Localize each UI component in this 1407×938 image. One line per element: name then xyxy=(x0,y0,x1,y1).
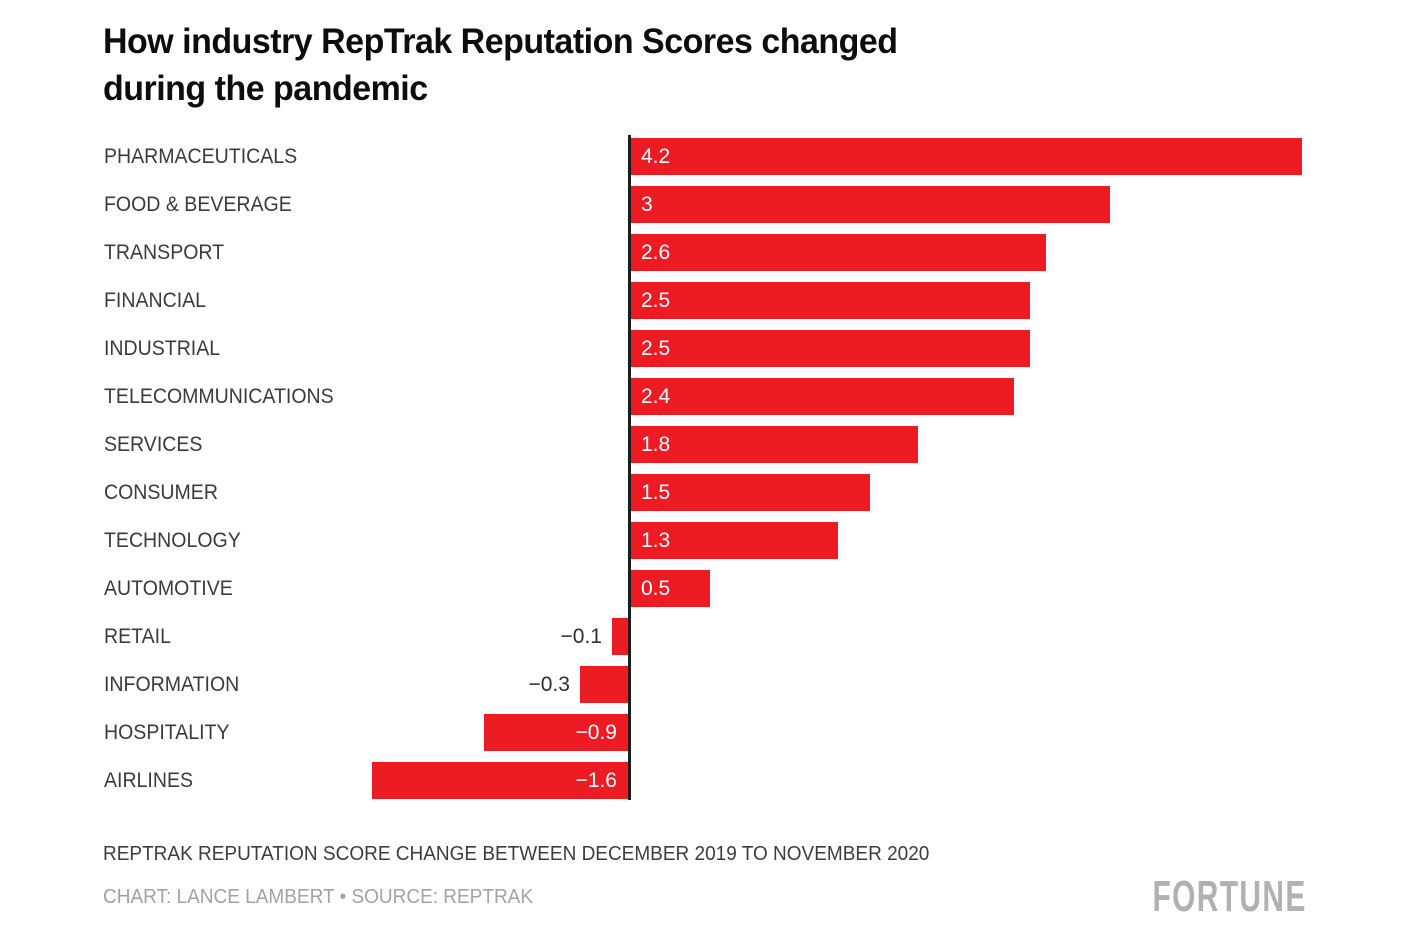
chart-title-line-1: How industry RepTrak Reputation Scores c… xyxy=(103,22,898,61)
category-label: CONSUMER xyxy=(104,481,218,504)
bar-value-label: 1.8 xyxy=(641,433,671,456)
bar xyxy=(484,714,628,751)
chart-title-line-2: during the pandemic xyxy=(103,69,428,108)
chart-note: REPTRAK REPUTATION SCORE CHANGE BETWEEN … xyxy=(103,843,930,865)
category-label: TECHNOLOGY xyxy=(104,529,241,552)
bar-value-label: 2.5 xyxy=(641,337,671,360)
bar-value-label: 2.5 xyxy=(641,289,671,312)
category-label: TRANSPORT xyxy=(104,241,225,264)
bar xyxy=(612,618,628,655)
bar xyxy=(630,282,1030,319)
category-label: AIRLINES xyxy=(104,769,194,792)
bar-value-label: 0.5 xyxy=(641,577,671,600)
bar xyxy=(372,762,628,799)
bar-value-label: 1.3 xyxy=(641,529,671,552)
chart-credit: CHART: LANCE LAMBERT • SOURCE: REPTRAK xyxy=(103,886,534,908)
category-label: INDUSTRIAL xyxy=(104,337,221,360)
bar-value-label: 3 xyxy=(641,193,653,216)
bar xyxy=(630,474,870,511)
bar xyxy=(630,138,1302,175)
bar-value-label: 1.5 xyxy=(641,481,671,504)
axis-baseline xyxy=(628,135,631,800)
bar-value-label: −0.3 xyxy=(528,673,570,696)
bar xyxy=(580,666,628,703)
category-label: PHARMACEUTICALS xyxy=(104,145,298,168)
category-label: AUTOMOTIVE xyxy=(104,577,233,600)
bar-value-label: 2.6 xyxy=(641,241,671,264)
category-label: RETAIL xyxy=(104,625,171,648)
bar xyxy=(630,234,1046,271)
bar xyxy=(630,522,838,559)
category-label: SERVICES xyxy=(104,433,203,456)
category-label: INFORMATION xyxy=(104,673,240,696)
bar-value-label: 4.2 xyxy=(641,145,671,168)
category-label: FINANCIAL xyxy=(104,289,207,312)
bar-value-label: −0.1 xyxy=(560,625,602,648)
bar xyxy=(630,186,1110,223)
fortune-logo: FORTUNE xyxy=(1152,872,1307,921)
bar xyxy=(630,426,918,463)
bar-value-label: −1.6 xyxy=(575,769,617,792)
bar xyxy=(630,330,1030,367)
category-label: HOSPITALITY xyxy=(104,721,230,744)
chart-title: How industry RepTrak Reputation Scores c… xyxy=(103,18,1253,112)
bar xyxy=(630,570,710,607)
category-label: FOOD & BEVERAGE xyxy=(104,193,292,216)
category-label: TELECOMMUNICATIONS xyxy=(104,385,334,408)
bar-value-label: 2.4 xyxy=(641,385,671,408)
bar xyxy=(630,378,1014,415)
bar-value-label: −0.9 xyxy=(575,721,617,744)
